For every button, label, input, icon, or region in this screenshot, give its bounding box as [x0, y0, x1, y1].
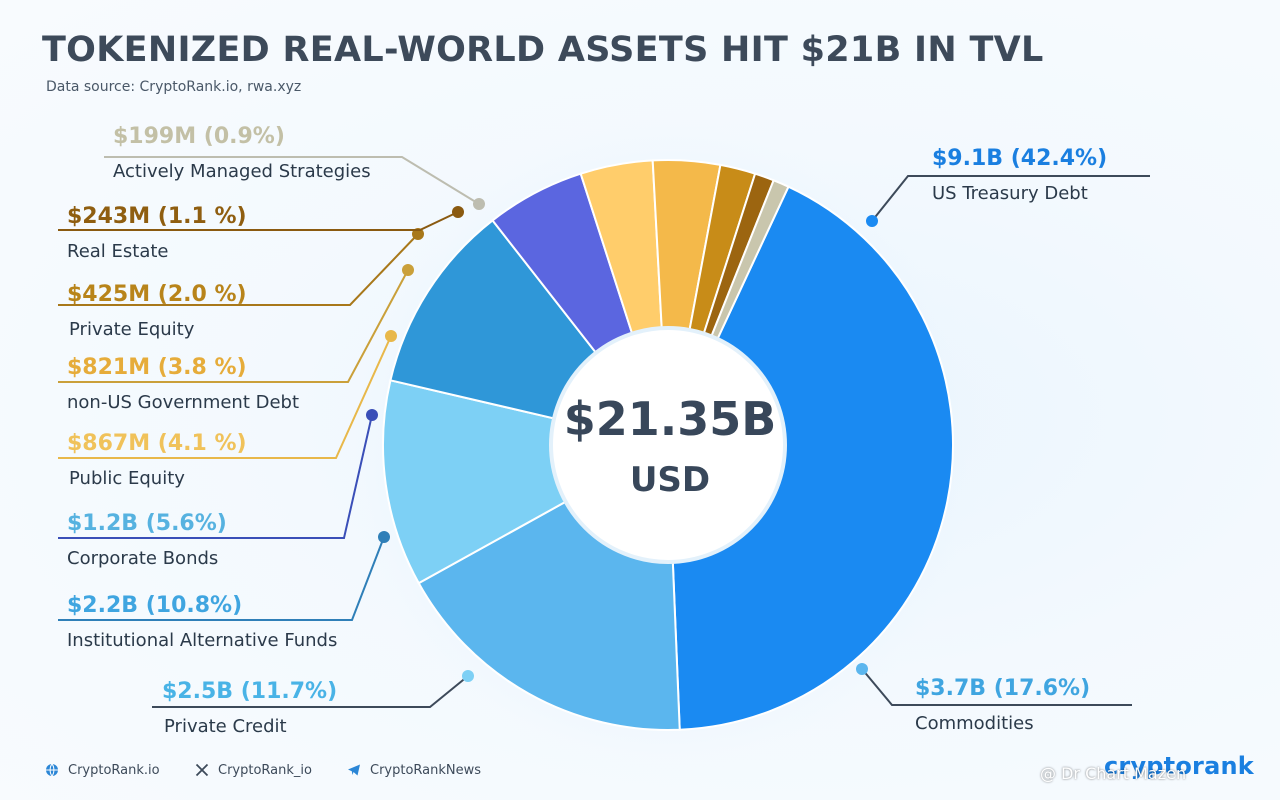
- label-name-commodities: Commodities: [915, 713, 1034, 734]
- footer-x-text: CryptoRank_io: [218, 762, 312, 778]
- data-source: Data source: CryptoRank.io, rwa.xyz: [46, 79, 302, 95]
- label-amount-public-equity: $867M (4.1 %): [67, 431, 247, 456]
- label-name-private-credit: Private Credit: [164, 716, 287, 737]
- footer-telegram-text: CryptoRankNews: [370, 762, 482, 778]
- label-amount-corporate-bonds: $1.2B (5.6%): [67, 511, 227, 536]
- label-name-private-equity: Private Equity: [69, 319, 195, 340]
- globe-icon: [44, 762, 60, 778]
- donut-hole: [549, 326, 787, 564]
- leader-line-actively-managed-strategies: [104, 156, 480, 205]
- footer-x[interactable]: CryptoRank_io: [194, 762, 312, 778]
- leader-dot-corporate-bonds: [366, 409, 378, 421]
- brand-logo[interactable]: cryptorank: [1104, 752, 1254, 780]
- chart-title: TOKENIZED REAL-WORLD ASSETS HIT $21B IN …: [42, 30, 1044, 70]
- leader-dot-institutional-alternative-funds: [378, 531, 390, 543]
- total-value: $21.35B: [563, 392, 777, 446]
- leader-dot-private-credit: [462, 670, 474, 682]
- leader-line-commodities: [861, 668, 1132, 706]
- label-amount-actively-managed-strategies: $199M (0.9%): [113, 124, 285, 149]
- label-name-non-us-government-debt: non-US Government Debt: [67, 392, 299, 413]
- leader-dot-public-equity: [385, 330, 397, 342]
- x-logo-icon: [194, 762, 210, 778]
- total-unit: USD: [629, 460, 711, 500]
- telegram-icon: [346, 762, 362, 778]
- label-amount-private-equity: $425M (2.0 %): [67, 282, 247, 307]
- label-name-public-equity: Public Equity: [69, 468, 185, 489]
- watermark: @ Dr Chart Mazen: [1040, 764, 1187, 783]
- leader-dot-non-us-government-debt: [402, 264, 414, 276]
- footer-website[interactable]: CryptoRank.io: [44, 762, 160, 778]
- label-amount-real-estate: $243M (1.1 %): [67, 204, 247, 229]
- label-amount-institutional-alternative-funds: $2.2B (10.8%): [67, 593, 242, 618]
- label-name-real-estate: Real Estate: [67, 241, 169, 262]
- label-name-actively-managed-strategies: Actively Managed Strategies: [113, 161, 371, 182]
- footer-website-text: CryptoRank.io: [68, 762, 160, 778]
- label-name-us-treasury-debt: US Treasury Debt: [932, 183, 1088, 204]
- leader-dot-commodities: [856, 663, 868, 675]
- label-name-institutional-alternative-funds: Institutional Alternative Funds: [67, 630, 337, 651]
- label-amount-non-us-government-debt: $821M (3.8 %): [67, 355, 247, 380]
- label-amount-us-treasury-debt: $9.1B (42.4%): [932, 146, 1107, 171]
- label-amount-private-credit: $2.5B (11.7%): [162, 679, 337, 704]
- label-amount-commodities: $3.7B (17.6%): [915, 676, 1090, 701]
- leader-dot-actively-managed-strategies: [473, 198, 485, 210]
- leader-line-public-equity: [58, 335, 392, 459]
- leader-line-us-treasury-debt: [871, 175, 1150, 222]
- footer-telegram[interactable]: CryptoRankNews: [346, 762, 481, 778]
- leader-dot-real-estate: [452, 206, 464, 218]
- leader-line-real-estate: [58, 211, 459, 231]
- label-name-corporate-bonds: Corporate Bonds: [67, 548, 218, 569]
- leader-line-corporate-bonds: [58, 414, 373, 539]
- leader-line-private-credit: [152, 675, 469, 708]
- leader-line-institutional-alternative-funds: [58, 536, 385, 621]
- leader-line-private-equity: [58, 233, 419, 306]
- leader-dot-us-treasury-debt: [866, 215, 878, 227]
- leader-line-non-us-government-debt: [58, 269, 409, 383]
